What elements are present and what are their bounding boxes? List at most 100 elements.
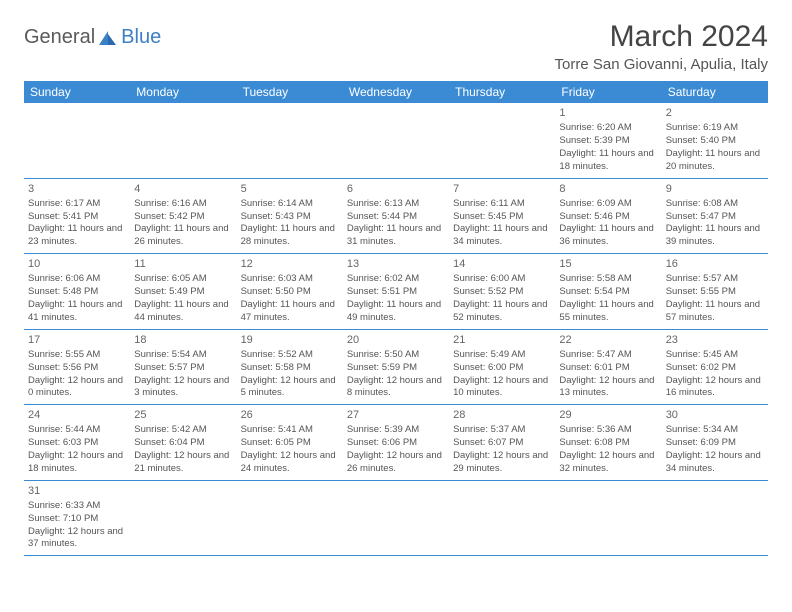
day-number: 4 <box>134 182 232 196</box>
day-number: 21 <box>453 333 551 347</box>
calendar-day-cell: 28 Sunrise: 5:37 AMSunset: 6:07 PMDayligh… <box>449 405 555 481</box>
calendar-day-cell: 1 Sunrise: 6:20 AMSunset: 5:39 PMDaylight… <box>555 103 661 178</box>
day-number: 10 <box>28 257 126 271</box>
calendar-day-cell: 31Sunrise: 6:33 AMSunset: 7:10 PMDayligh… <box>24 480 130 556</box>
calendar-day-cell: 11Sunrise: 6:05 AMSunset: 5:49 PMDayligh… <box>130 254 236 330</box>
day-number: 6 <box>347 182 445 196</box>
day-number: 27 <box>347 408 445 422</box>
month-title: March 2024 <box>555 20 768 54</box>
weekday-header: Wednesday <box>343 81 449 103</box>
weekday-header: Thursday <box>449 81 555 103</box>
day-number: 19 <box>241 333 339 347</box>
sail-icon <box>99 31 117 45</box>
day-info: Sunrise: 6:09 AMSunset: 5:46 PMDaylight:… <box>559 198 657 249</box>
weekday-header: Monday <box>130 81 236 103</box>
calendar-row: 24 Sunrise: 5:44 AMSunset: 6:03 PMDayligh… <box>24 405 768 481</box>
calendar-day-cell: 24 Sunrise: 5:44 AMSunset: 6:03 PMDayligh… <box>24 405 130 481</box>
calendar-body: 1 Sunrise: 6:20 AMSunset: 5:39 PMDaylight… <box>24 103 768 556</box>
logo-text-blue: Blue <box>121 26 161 49</box>
calendar-day-cell: 17 Sunrise: 5:55 AMSunset: 5:56 PMDayligh… <box>24 329 130 405</box>
weekday-header: Sunday <box>24 81 130 103</box>
calendar-day-cell: 27 Sunrise: 5:39 AMSunset: 6:06 PMDayligh… <box>343 405 449 481</box>
calendar-day-cell: 8 Sunrise: 6:09 AMSunset: 5:46 PMDaylight… <box>555 178 661 254</box>
calendar-day-cell: 9 Sunrise: 6:08 AMSunset: 5:47 PMDaylight… <box>662 178 768 254</box>
day-info: Sunrise: 6:20 AMSunset: 5:39 PMDaylight:… <box>559 122 657 173</box>
day-number: 15 <box>559 257 657 271</box>
calendar-day-cell: 23Sunrise: 5:45 AMSunset: 6:02 PMDayligh… <box>662 329 768 405</box>
day-info: Sunrise: 5:47 AMSunset: 6:01 PMDaylight:… <box>559 349 657 400</box>
day-number: 28 <box>453 408 551 422</box>
calendar-day-cell: 22 Sunrise: 5:47 AMSunset: 6:01 PMDayligh… <box>555 329 661 405</box>
day-info: Sunrise: 5:50 AMSunset: 5:59 PMDaylight:… <box>347 349 445 400</box>
calendar-day-cell: 16Sunrise: 5:57 AMSunset: 5:55 PMDayligh… <box>662 254 768 330</box>
day-number: 13 <box>347 257 445 271</box>
day-info: Sunrise: 6:00 AMSunset: 5:52 PMDaylight:… <box>453 273 551 324</box>
day-number: 29 <box>559 408 657 422</box>
day-info: Sunrise: 5:45 AMSunset: 6:02 PMDaylight:… <box>666 349 764 400</box>
calendar-empty-cell <box>449 103 555 178</box>
day-info: Sunrise: 5:36 AMSunset: 6:08 PMDaylight:… <box>559 424 657 475</box>
calendar-day-cell: 19 Sunrise: 5:52 AMSunset: 5:58 PMDayligh… <box>237 329 343 405</box>
day-info: Sunrise: 6:05 AMSunset: 5:49 PMDaylight:… <box>134 273 232 324</box>
day-number: 14 <box>453 257 551 271</box>
calendar-row: 17 Sunrise: 5:55 AMSunset: 5:56 PMDayligh… <box>24 329 768 405</box>
day-info: Sunrise: 5:54 AMSunset: 5:57 PMDaylight:… <box>134 349 232 400</box>
calendar-day-cell: 2Sunrise: 6:19 AMSunset: 5:40 PMDaylight… <box>662 103 768 178</box>
calendar-day-cell: 13 Sunrise: 6:02 AMSunset: 5:51 PMDayligh… <box>343 254 449 330</box>
calendar-day-cell: 25Sunrise: 5:42 AMSunset: 6:04 PMDayligh… <box>130 405 236 481</box>
day-number: 22 <box>559 333 657 347</box>
day-number: 25 <box>134 408 232 422</box>
day-info: Sunrise: 5:52 AMSunset: 5:58 PMDaylight:… <box>241 349 339 400</box>
day-number: 12 <box>241 257 339 271</box>
day-info: Sunrise: 5:57 AMSunset: 5:55 PMDaylight:… <box>666 273 764 324</box>
day-info: Sunrise: 6:08 AMSunset: 5:47 PMDaylight:… <box>666 198 764 249</box>
calendar-day-cell: 12Sunrise: 6:03 AMSunset: 5:50 PMDayligh… <box>237 254 343 330</box>
day-number: 30 <box>666 408 764 422</box>
day-number: 9 <box>666 182 764 196</box>
calendar-day-cell: 4Sunrise: 6:16 AMSunset: 5:42 PMDaylight… <box>130 178 236 254</box>
calendar-day-cell: 10 Sunrise: 6:06 AMSunset: 5:48 PMDayligh… <box>24 254 130 330</box>
calendar-empty-cell <box>449 480 555 556</box>
logo-text-general: General <box>24 26 95 49</box>
day-info: Sunrise: 5:37 AMSunset: 6:07 PMDaylight:… <box>453 424 551 475</box>
calendar-day-cell: 6 Sunrise: 6:13 AMSunset: 5:44 PMDaylight… <box>343 178 449 254</box>
header: General Blue March 2024 Torre San Giovan… <box>24 20 768 73</box>
calendar-empty-cell <box>24 103 130 178</box>
day-number: 24 <box>28 408 126 422</box>
day-number: 8 <box>559 182 657 196</box>
day-number: 1 <box>559 106 657 120</box>
day-number: 5 <box>241 182 339 196</box>
calendar-empty-cell <box>555 480 661 556</box>
day-info: Sunrise: 5:39 AMSunset: 6:06 PMDaylight:… <box>347 424 445 475</box>
day-info: Sunrise: 5:34 AMSunset: 6:09 PMDaylight:… <box>666 424 764 475</box>
day-info: Sunrise: 6:33 AMSunset: 7:10 PMDaylight:… <box>28 500 126 551</box>
calendar-day-cell: 20 Sunrise: 5:50 AMSunset: 5:59 PMDayligh… <box>343 329 449 405</box>
weekday-header: Friday <box>555 81 661 103</box>
day-info: Sunrise: 6:14 AMSunset: 5:43 PMDaylight:… <box>241 198 339 249</box>
calendar-day-cell: 18Sunrise: 5:54 AMSunset: 5:57 PMDayligh… <box>130 329 236 405</box>
calendar-empty-cell <box>343 480 449 556</box>
weekday-header: Saturday <box>662 81 768 103</box>
calendar-empty-cell <box>130 480 236 556</box>
calendar-empty-cell <box>237 103 343 178</box>
day-info: Sunrise: 5:44 AMSunset: 6:03 PMDaylight:… <box>28 424 126 475</box>
day-number: 2 <box>666 106 764 120</box>
day-number: 7 <box>453 182 551 196</box>
calendar-day-cell: 15Sunrise: 5:58 AMSunset: 5:54 PMDayligh… <box>555 254 661 330</box>
calendar-day-cell: 7Sunrise: 6:11 AMSunset: 5:45 PMDaylight… <box>449 178 555 254</box>
day-info: Sunrise: 6:06 AMSunset: 5:48 PMDaylight:… <box>28 273 126 324</box>
calendar-empty-cell <box>343 103 449 178</box>
calendar-day-cell: 3Sunrise: 6:17 AMSunset: 5:41 PMDaylight… <box>24 178 130 254</box>
title-block: March 2024 Torre San Giovanni, Apulia, I… <box>555 20 768 73</box>
calendar-day-cell: 5 Sunrise: 6:14 AMSunset: 5:43 PMDaylight… <box>237 178 343 254</box>
day-info: Sunrise: 6:13 AMSunset: 5:44 PMDaylight:… <box>347 198 445 249</box>
calendar-day-cell: 21Sunrise: 5:49 AMSunset: 6:00 PMDayligh… <box>449 329 555 405</box>
day-info: Sunrise: 6:02 AMSunset: 5:51 PMDaylight:… <box>347 273 445 324</box>
day-info: Sunrise: 5:55 AMSunset: 5:56 PMDaylight:… <box>28 349 126 400</box>
logo: General Blue <box>24 20 161 49</box>
calendar-day-cell: 26Sunrise: 5:41 AMSunset: 6:05 PMDayligh… <box>237 405 343 481</box>
day-number: 20 <box>347 333 445 347</box>
day-number: 3 <box>28 182 126 196</box>
day-info: Sunrise: 5:41 AMSunset: 6:05 PMDaylight:… <box>241 424 339 475</box>
day-number: 17 <box>28 333 126 347</box>
